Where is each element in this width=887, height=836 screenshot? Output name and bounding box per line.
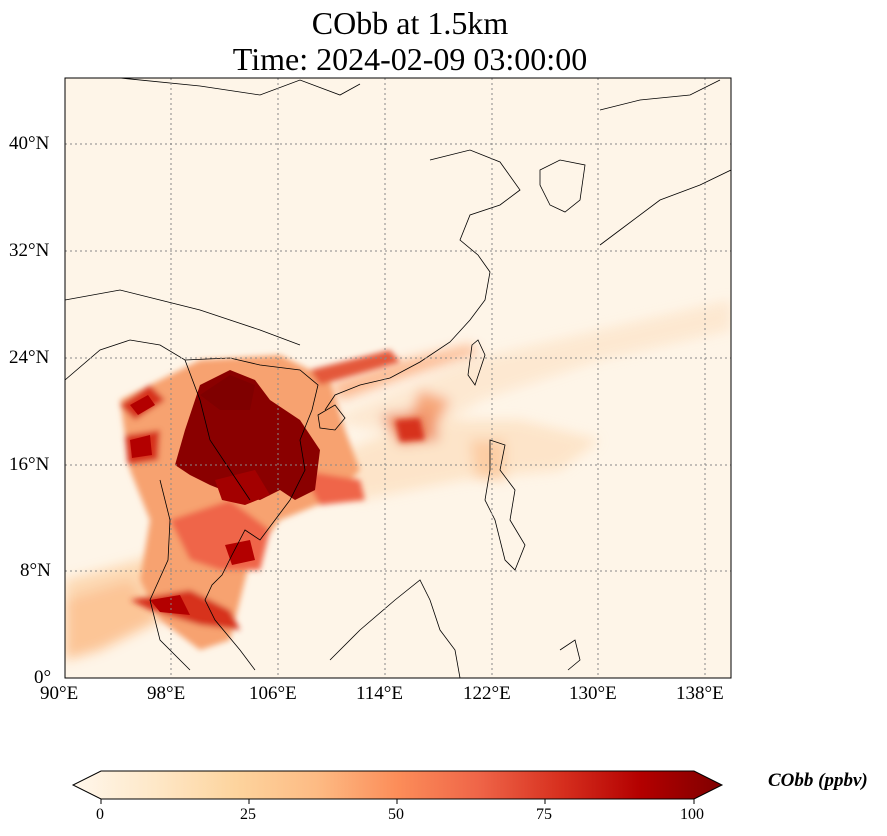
colorbar-bar [71, 770, 724, 800]
map-title: CObb at 1.5km [311, 5, 509, 41]
cobb-concentration-field [65, 300, 731, 660]
colorbar-tick-label: 0 [96, 806, 104, 823]
colorbar [71, 770, 724, 804]
colorbar-title: CObb (ppbv) [768, 770, 868, 791]
coastlines [65, 78, 731, 678]
gridlines [65, 78, 731, 678]
lon-tick-label: 98°E [147, 683, 186, 704]
lat-tick-label: 8°N [20, 560, 51, 581]
lat-tick-label: 16°N [9, 454, 50, 475]
lon-tick-label: 106°E [249, 683, 297, 704]
lat-tick-label: 40°N [9, 133, 50, 154]
map-subtitle: Time: 2024-02-09 03:00:00 [232, 41, 588, 77]
plot-frame [64, 77, 732, 679]
lat-tick-label: 24°N [9, 347, 50, 368]
lat-tick-label: 32°N [9, 240, 50, 261]
lon-tick-label: 130°E [569, 683, 617, 704]
lon-tick-label: 114°E [356, 683, 403, 704]
lon-tick-label: 122°E [463, 683, 511, 704]
lon-tick-label: 90°E [40, 683, 79, 704]
colorbar-tick-label: 100 [680, 806, 704, 823]
lon-tick-label: 138°E [676, 683, 724, 704]
colorbar-tick-label: 25 [240, 806, 256, 823]
lat-tick-label: 0° [34, 667, 52, 688]
colorbar-tick-label: 75 [536, 806, 552, 823]
colorbar-tick-label: 50 [388, 806, 404, 823]
